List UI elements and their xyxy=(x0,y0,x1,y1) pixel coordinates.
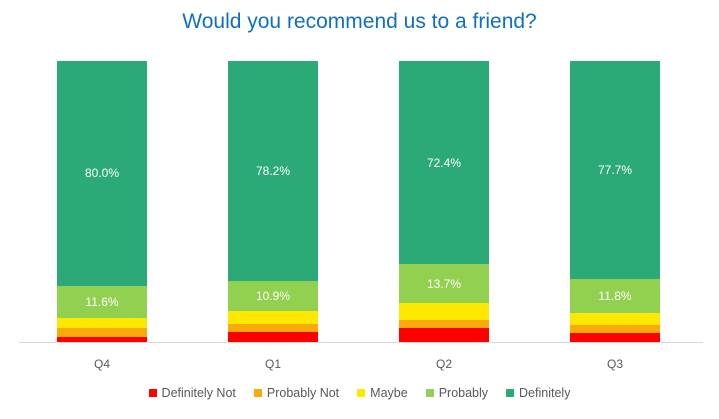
chart-title: Would you recommend us to a friend? xyxy=(182,10,537,33)
legend: Definitely Not Probably Not Maybe Probably D… xyxy=(0,386,719,400)
legend-item-probably-not: Probably Not xyxy=(253,386,340,400)
segment-probably-not xyxy=(399,320,489,328)
legend-label: Probably Not xyxy=(266,386,340,400)
legend-item-definitely-not: Definitely Not xyxy=(148,386,236,400)
segment-definitely-not xyxy=(57,336,147,342)
segment-maybe xyxy=(228,311,318,325)
segment-probably: 11.6% xyxy=(57,285,147,319)
segment-definitely-not xyxy=(228,331,318,342)
legend-swatch-icon xyxy=(357,389,366,397)
data-label: 78.2% xyxy=(255,163,291,178)
segment-probably: 10.9% xyxy=(228,280,318,312)
data-label: 10.9% xyxy=(255,289,291,304)
segment-definitely-not xyxy=(399,327,489,342)
legend-label: Probably xyxy=(438,386,489,400)
legend-item-maybe: Maybe xyxy=(357,386,408,400)
x-tick-label: Q3 xyxy=(606,357,623,371)
data-label: 72.4% xyxy=(426,155,462,170)
legend-item-probably: Probably xyxy=(425,386,489,400)
segment-definitely: 77.7% xyxy=(570,61,660,280)
segment-probably: 13.7% xyxy=(399,264,489,303)
legend-label: Definitely Not xyxy=(161,386,236,400)
segment-probably: 11.8% xyxy=(570,279,660,313)
legend-swatch-icon xyxy=(425,389,434,397)
segment-definitely: 80.0% xyxy=(57,61,147,286)
legend-swatch-icon xyxy=(506,389,515,397)
segment-maybe xyxy=(570,312,660,325)
data-label: 11.6% xyxy=(85,295,119,310)
data-label: 77.7% xyxy=(597,163,633,178)
x-tick-label: Q4 xyxy=(93,357,110,371)
segment-definitely: 72.4% xyxy=(399,61,489,265)
legend-item-definitely: Definitely xyxy=(506,386,570,400)
segment-maybe xyxy=(399,302,489,321)
segment-probably-not xyxy=(57,328,147,337)
x-axis-line xyxy=(19,342,703,343)
plot-area: 11.6% 80.0% 10.9% 78.2% 13.7% 72.4% 11.8% 77.7% xyxy=(19,61,703,342)
data-label: 11.8% xyxy=(598,288,632,303)
bar-q1: 10.9% 78.2% xyxy=(228,61,318,342)
x-tick-label: Q2 xyxy=(435,357,452,371)
segment-probably-not xyxy=(228,324,318,332)
segment-probably-not xyxy=(570,324,660,333)
x-tick-label: Q1 xyxy=(264,357,281,371)
segment-maybe xyxy=(57,318,147,329)
bar-q3: 11.8% 77.7% xyxy=(570,61,660,342)
data-label: 13.7% xyxy=(426,276,462,291)
legend-label: Maybe xyxy=(370,386,408,400)
legend-swatch-icon xyxy=(148,389,157,397)
legend-swatch-icon xyxy=(253,389,262,397)
legend-label: Definitely xyxy=(519,386,571,400)
segment-definitely-not xyxy=(570,332,660,342)
data-label: 80.0% xyxy=(84,166,120,181)
bar-q4: 11.6% 80.0% xyxy=(57,61,147,342)
bar-q2: 13.7% 72.4% xyxy=(399,61,489,342)
segment-definitely: 78.2% xyxy=(228,61,318,281)
